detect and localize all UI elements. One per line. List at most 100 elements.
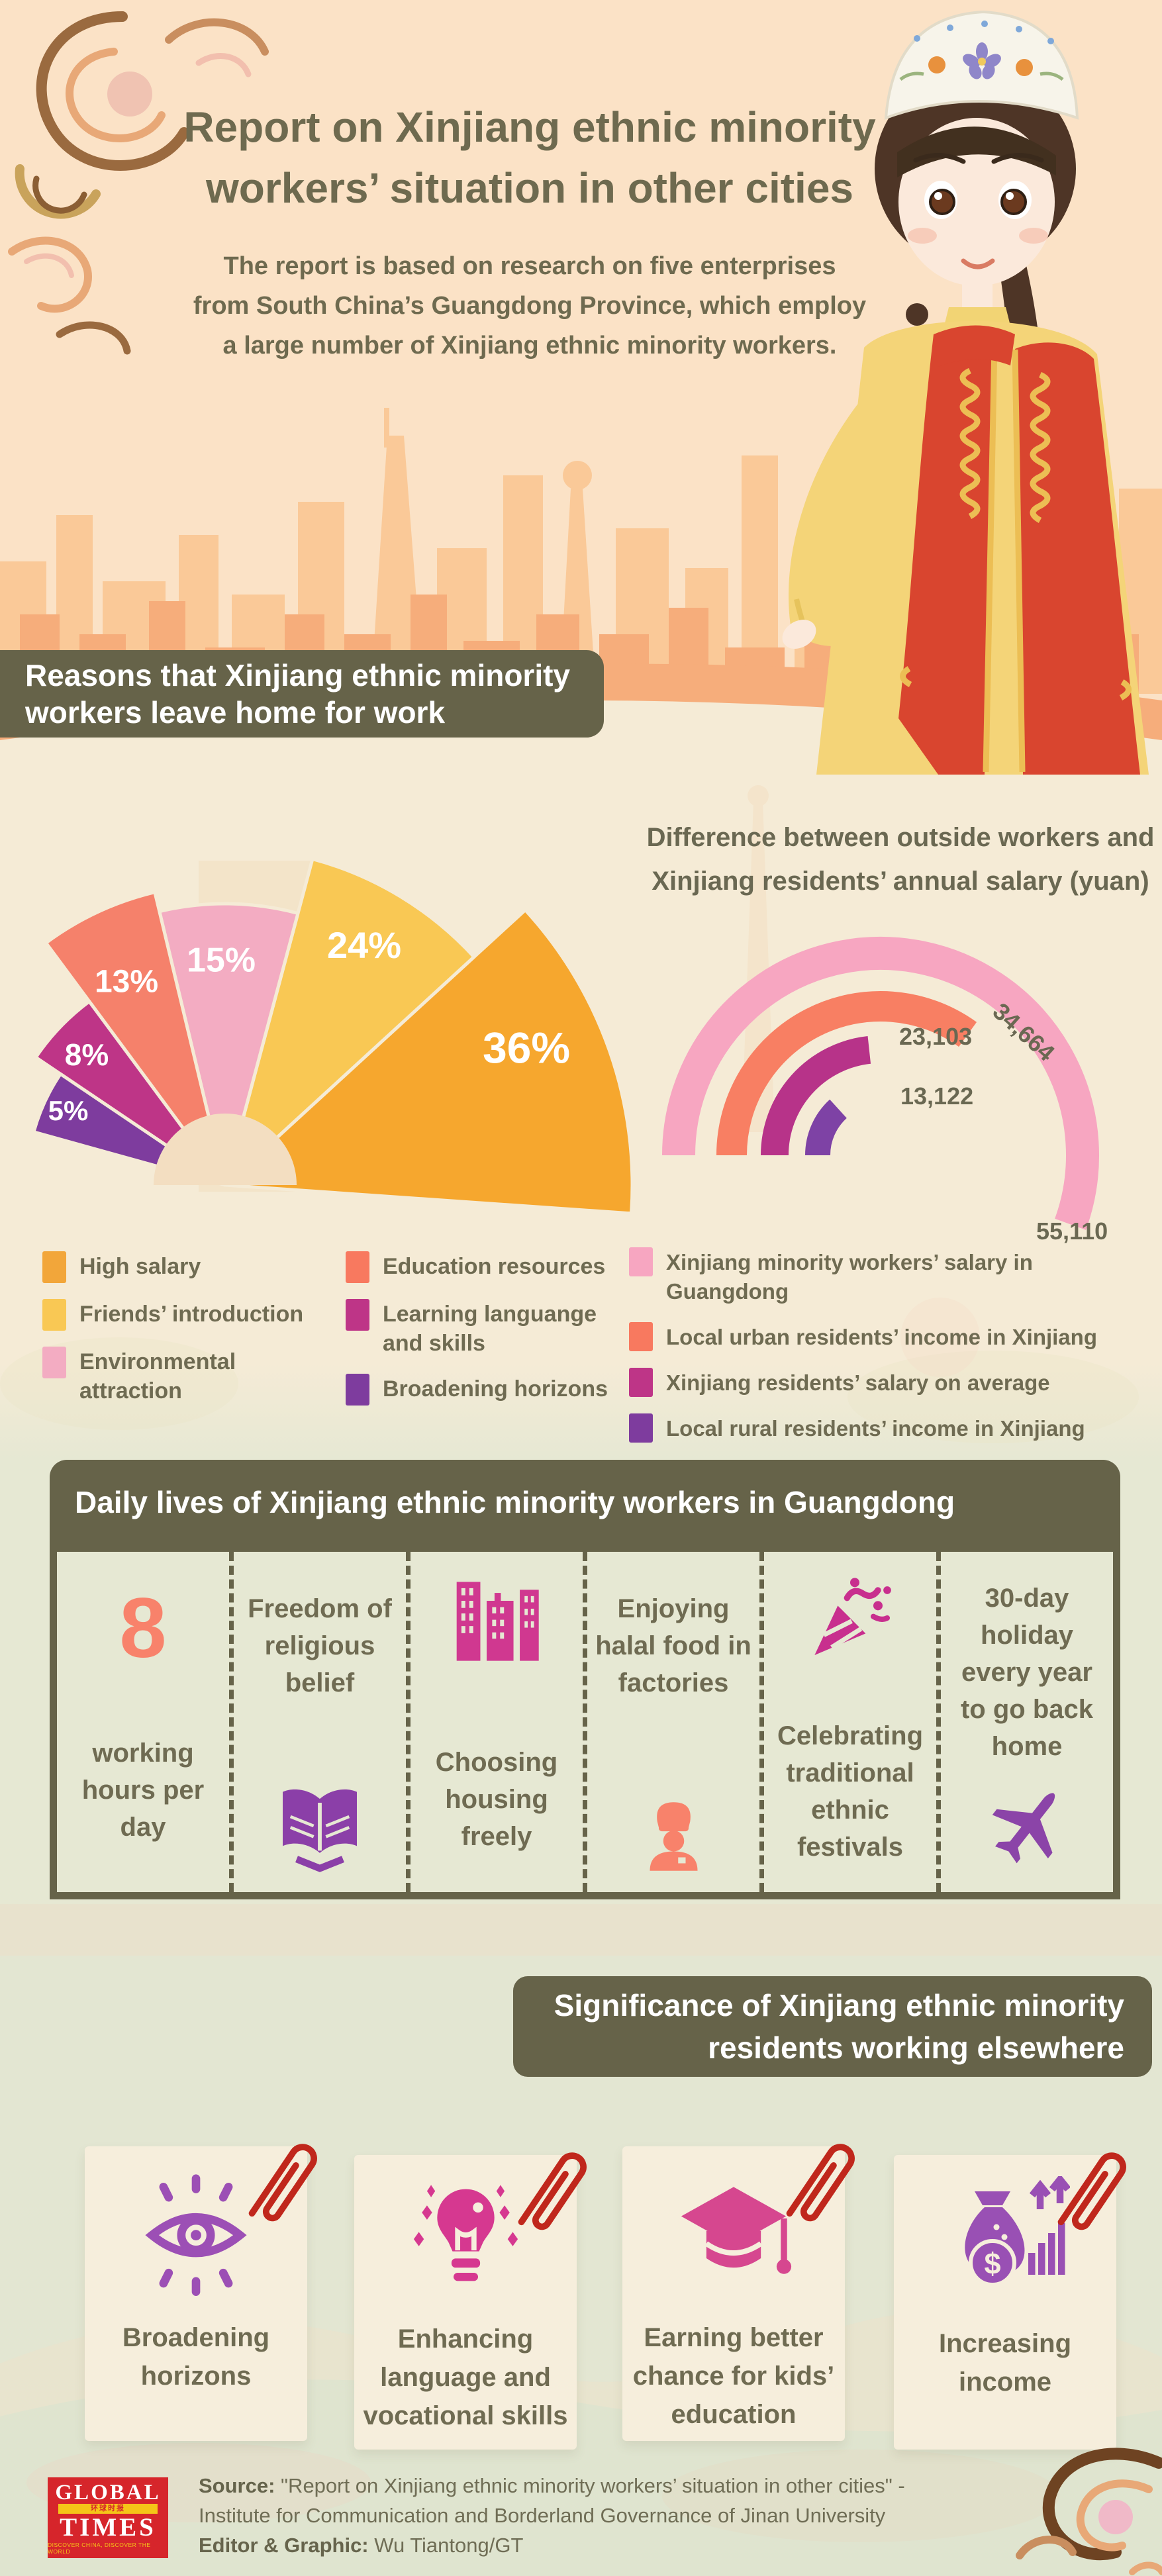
fan-slice-education-resources [44,890,227,1187]
legend-item: Xinjiang minority workers’ salary in Gua… [629,1247,1155,1306]
editor-text: Wu Tiantong/GT [374,2534,524,2557]
legend-item: Xinjiang residents’ salary on average [629,1368,1155,1398]
background-blend [0,1364,1162,1460]
daily-item-working-hours: 8 working hours per day [81,1581,205,1842]
salary-legend-column: Xinjiang minority workers’ salary in Gua… [629,1247,1155,1443]
logo-word-global: GLOBAL [55,2480,161,2504]
paperclip-icon [1057,2152,1126,2230]
daily-item-religious-freedom: Freedom of religious belief [229,1552,406,1892]
money-bag-icon: $ [964,2176,1070,2287]
legend-swatch [629,1368,653,1397]
eye-icon [145,2174,247,2296]
reasons-legend-column-1: High salary Friends’ introduction Environm… [42,1251,320,1406]
significance-heading-line2: residents working elsewhere [708,2030,1124,2065]
cloud-ornament-bottom-right [1016,2448,1162,2575]
fan-slice-friends-introduction [223,857,476,1187]
salary-title-line2: Xinjiang residents’ annual salary (yuan) [652,867,1149,896]
daily-heading-text: Daily lives of Xinjiang ethnic minority … [75,1485,955,1519]
legend-item: Local rural residents’ income in Xinjian… [629,1413,1155,1443]
salary-title-line1: Difference between outside workers and [646,823,1155,852]
gauge-value-label: 23,103 [899,1023,972,1050]
salary-chart-title: Difference between outside workers and X… [636,816,1162,903]
fan-label-36%: 36% [483,1023,570,1072]
lightbulb-icon [413,2185,518,2281]
card-increasing-income: $ Increasing income [894,2152,1126,2450]
card-label: Earning better chance for kids’ educatio… [632,2323,835,2429]
fan-label-13%: 13% [95,965,158,1000]
global-times-logo: GLOBAL 环球时报 TIMES DISCOVER CHINA, DISCOV… [48,2477,168,2558]
source-text-1: "Report on Xinjiang ethnic minority work… [281,2474,905,2497]
legend-swatch [346,1374,369,1406]
fan-label-5%: 5% [48,1095,89,1126]
card-enhancing-skills: Enhancing language and vocational skills [354,2152,587,2450]
fan-label-15%: 15% [187,941,256,980]
page-title-line2: workers’ situation in other cities [205,164,854,212]
legend-label: Local rural residents’ income in Xinjian… [666,1416,1085,1441]
daily-section-heading: Daily lives of Xinjiang ethnic minority … [50,1460,1120,1545]
legend-swatch [629,1322,653,1351]
gauge-arc-local-urban-residents-income-in-xinjiang [716,991,977,1156]
legend-label: Education resources [383,1254,606,1279]
gauge-value-label: 55,110 [1036,1217,1108,1245]
daily-item-halal-food: Enjoying halal food in factories [583,1552,759,1892]
legend-item: Broadening horizons [346,1374,630,1406]
editor-label: Editor & Graphic: [199,2534,369,2557]
reasons-fan-chart: 36% 24% 15% 13% 8% 5% [32,857,634,1212]
subtitle-line1: The report is based on research on five … [223,252,836,280]
fan-label-8%: 8% [65,1037,109,1072]
number-8: 8 [119,1581,167,1676]
significance-section-heading: Significance of Xinjiang ethnic minority… [513,1976,1152,2077]
fan-slice-environmental-attraction [158,902,300,1187]
logo-word-times: TIMES [60,2512,156,2542]
card-broadening-horizons: Broadening horizons [85,2144,317,2441]
significance-heading-line1: Significance of Xinjiang ethnic minority [554,1988,1124,2023]
gauge-value-label: 13,122 [900,1082,973,1110]
daily-item-festivals: Celebrating traditional ethnic festivals [759,1552,936,1892]
uyghur-girl-illustration [782,10,1149,775]
legend-swatch [42,1299,66,1331]
legend-label: Local urban residents’ income in Xinjian… [666,1325,1097,1349]
page-title: Report on Xinjiang ethnic minority worke… [106,97,953,218]
dome-decor [154,1114,297,1185]
cloud-ornament-top-left [8,11,269,355]
legend-label: High salary [79,1254,201,1279]
legend-label: Environmental attraction [79,1349,236,1404]
logo-tagline: DISCOVER CHINA, DISCOVER THE WORLD [48,2541,151,2555]
legend-label: Xinjiang minority workers’ salary in Gua… [666,1250,1033,1304]
card-label: Broadening horizons [122,2323,270,2391]
svg-text:$: $ [984,2247,1000,2281]
subtitle-line3: a large number of Xinjiang ethnic minori… [222,332,837,359]
source-credits: Source: "Report on Xinjiang ethnic minor… [199,2471,960,2560]
buildings-icon [456,1582,539,1661]
legend-item: High salary [42,1251,320,1283]
legend-label: Broadening horizons [383,1376,608,1402]
source-label: Source: [199,2474,275,2497]
airplane-icon [992,1793,1055,1864]
card-label: Enhancing language and vocational skills [363,2324,568,2430]
page-title-line1: Report on Xinjiang ethnic minority [183,103,876,151]
daily-item-holiday: 30-day holiday every year to go back hom… [936,1552,1113,1892]
legend-swatch [42,1251,66,1283]
daily-item-housing: Choosing housing freely [406,1552,583,1892]
reasons-legend-column-2: Education resources Learning languange an… [346,1251,630,1406]
legend-label: Friends’ introduction [79,1302,304,1327]
page-subtitle: The report is based on research on five … [126,246,934,365]
legend-item: Learning languange and skills [346,1299,630,1358]
subtitle-line2: from South China’s Guangdong Province, w… [193,292,867,320]
legend-swatch [42,1347,66,1378]
paperclip-icon [518,2152,587,2230]
legend-item: Local urban residents’ income in Xinjian… [629,1322,1155,1352]
source-line1: Source: "Report on Xinjiang ethnic minor… [199,2471,960,2501]
background-band [0,1904,1162,1956]
reasons-heading-line1: Reasons that Xinjiang ethnic minority [25,658,571,692]
reasons-section-heading: Reasons that Xinjiang ethnic minority wo… [0,650,604,738]
logo-hanzi-band: 环球时报 [58,2503,158,2514]
editor-line: Editor & Graphic: Wu Tiantong/GT [199,2530,960,2560]
chef-icon [650,1802,697,1871]
open-book-icon [283,1789,357,1872]
gauge-arc-local-rural-residents-income-in-xinjiang [805,1099,847,1156]
paperclip-icon [248,2144,317,2222]
gauge-arc-xinjiang-minority-workers-salary-in-guangdong [662,936,1099,1230]
